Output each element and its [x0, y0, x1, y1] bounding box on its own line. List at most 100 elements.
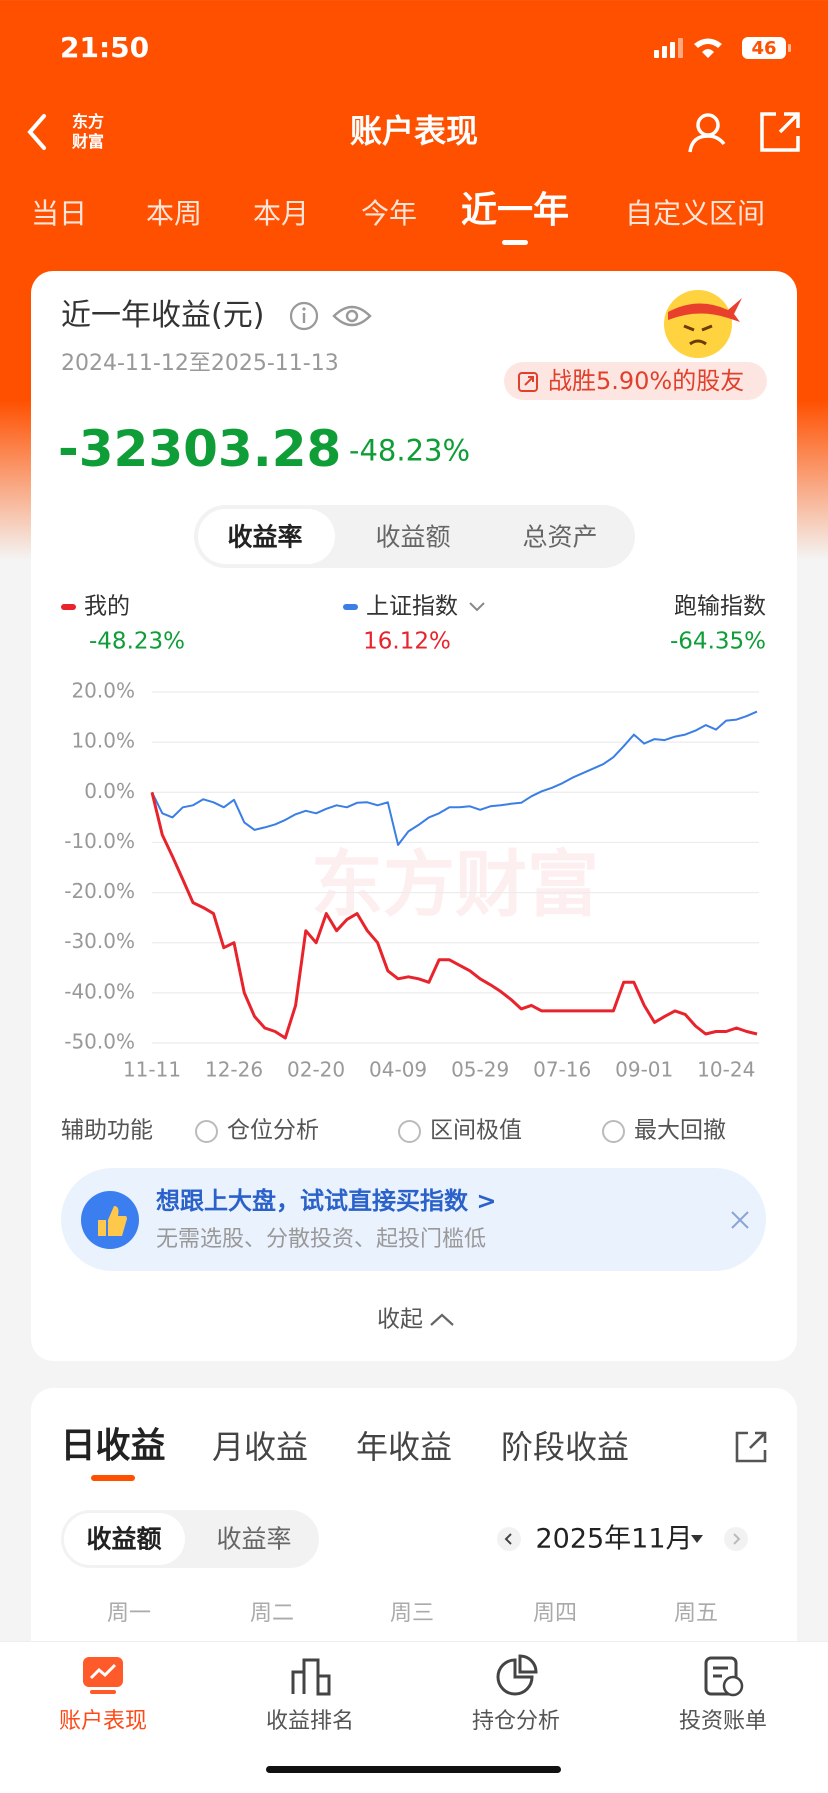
- wifi-icon: [694, 38, 722, 58]
- tool-option[interactable]: 区间极值: [430, 1117, 522, 1144]
- period-tab[interactable]: 今年: [360, 197, 418, 230]
- weekday: 周三: [389, 1601, 435, 1626]
- period-tab[interactable]: 自定义区间: [624, 197, 766, 230]
- period-tab[interactable]: 本周: [145, 197, 203, 230]
- logo-text: 财富: [71, 132, 105, 151]
- y-tick-label: -10.0%: [64, 829, 135, 853]
- collapse-button[interactable]: 收起: [377, 1306, 423, 1333]
- promo-subtitle: 无需选股、分散投资、起投门槛低: [156, 1227, 487, 1252]
- promo-title[interactable]: 想跟上大盘，试试直接买指数 >: [156, 1187, 497, 1215]
- period-tab[interactable]: 本月: [252, 197, 310, 230]
- summary-title: 近一年收益(元): [61, 298, 265, 333]
- eye-pupil: [345, 309, 359, 323]
- earnings-tab[interactable]: 年收益: [355, 1428, 453, 1466]
- nav-icon: [83, 1657, 123, 1694]
- x-tick-label: 10-24: [697, 1058, 755, 1082]
- x-tick-label: 07-16: [533, 1058, 591, 1082]
- signal-bar: [654, 50, 659, 58]
- badge[interactable]: [504, 362, 767, 400]
- tools-label: 辅助功能: [61, 1117, 153, 1144]
- radio[interactable]: [398, 1120, 421, 1143]
- status-icons: 46: [654, 37, 791, 59]
- nav-icon: [291, 1658, 331, 1696]
- profile-icon[interactable]: [684, 108, 732, 156]
- period-tab[interactable]: 当日: [30, 197, 88, 230]
- month-picker[interactable]: 2025年11月: [535, 1523, 693, 1555]
- y-tick-label: -20.0%: [64, 879, 135, 903]
- dropdown-arrow[interactable]: [467, 598, 487, 614]
- month-dropdown[interactable]: [689, 1533, 705, 1545]
- signal-bar: [670, 42, 675, 58]
- value-tab[interactable]: 收益率: [216, 1524, 292, 1554]
- nav-label[interactable]: 收益排名: [265, 1709, 355, 1734]
- tab-indicator: [91, 1475, 135, 1481]
- metric-tab[interactable]: 总资产: [522, 522, 598, 552]
- x-tick-label: 04-09: [369, 1058, 427, 1082]
- prev-month[interactable]: [496, 1526, 522, 1552]
- legend-swatch: [343, 604, 358, 610]
- value-switch-active: [64, 1513, 185, 1565]
- signal-bar: [678, 38, 683, 58]
- earnings-tab-active[interactable]: 日收益: [60, 1426, 166, 1467]
- legend-label[interactable]: 上证指数: [366, 593, 458, 620]
- legend-label: 我的: [84, 593, 130, 620]
- promo-banner[interactable]: [61, 1168, 766, 1271]
- info-glyph: [302, 307, 306, 311]
- x-tick-label: 02-20: [287, 1058, 345, 1082]
- x-tick-label: 05-29: [451, 1058, 509, 1082]
- tool-option[interactable]: 最大回撤: [634, 1117, 726, 1144]
- share-icon[interactable]: [758, 110, 802, 154]
- nav-icon: [496, 1654, 538, 1696]
- y-tick-label: -30.0%: [64, 929, 135, 953]
- weekday: 周一: [106, 1601, 152, 1626]
- value-tab[interactable]: 收益额: [86, 1524, 162, 1554]
- battery-cap: [788, 44, 791, 52]
- tab-indicator: [502, 240, 528, 245]
- relative-value: -64.35%: [670, 628, 766, 655]
- logo-text: 东方: [71, 112, 105, 131]
- promo-icon: [81, 1191, 139, 1249]
- earnings-tab[interactable]: 月收益: [211, 1428, 309, 1466]
- page-title: 账户表现: [349, 112, 479, 150]
- x-tick-label: 11-11: [123, 1058, 181, 1082]
- legend-swatch: [61, 604, 76, 610]
- legend-value: 16.12%: [363, 628, 451, 655]
- nav-label[interactable]: 投资账单: [678, 1709, 768, 1734]
- x-tick-label: 09-01: [615, 1058, 673, 1082]
- share-icon[interactable]: [734, 1430, 768, 1464]
- y-tick-label: 20.0%: [71, 679, 135, 703]
- title-icons: [289, 301, 372, 331]
- weekday: 周四: [532, 1601, 578, 1626]
- radio[interactable]: [602, 1120, 625, 1143]
- weekday: 周五: [673, 1601, 719, 1626]
- metric-switch-active: [198, 509, 335, 564]
- series-line: [150, 791, 758, 1040]
- legend-value: -48.23%: [89, 628, 185, 655]
- back-button[interactable]: [24, 112, 54, 152]
- date-range: 2024-11-12至2025-11-13: [61, 351, 339, 376]
- badge-icon: [518, 372, 538, 392]
- tool-option[interactable]: 仓位分析: [227, 1117, 319, 1144]
- series-line: [151, 710, 758, 846]
- info-glyph: [302, 313, 306, 323]
- watermark: 东方财富: [311, 843, 599, 927]
- eye-icon[interactable]: [332, 305, 372, 327]
- metric-tab[interactable]: 收益额: [375, 522, 451, 552]
- nav-label-active[interactable]: 账户表现: [58, 1709, 148, 1734]
- earnings-tab[interactable]: 阶段收益: [500, 1428, 630, 1466]
- battery-level: 46: [751, 38, 776, 59]
- info-icon[interactable]: [289, 301, 319, 331]
- metric-tab[interactable]: 收益率: [227, 522, 303, 552]
- period-tab-active[interactable]: 近一年: [460, 190, 570, 231]
- battery: [742, 37, 786, 59]
- nav-label[interactable]: 持仓分析: [471, 1709, 561, 1734]
- next-month[interactable]: [723, 1526, 749, 1552]
- radio[interactable]: [195, 1120, 218, 1143]
- y-tick-label: -40.0%: [64, 979, 135, 1003]
- total-amount: -32303.28: [58, 420, 342, 478]
- weekday: 周二: [249, 1601, 295, 1626]
- close-icon[interactable]: [728, 1208, 752, 1232]
- home-indicator: [266, 1766, 561, 1773]
- signal-bar: [662, 46, 667, 58]
